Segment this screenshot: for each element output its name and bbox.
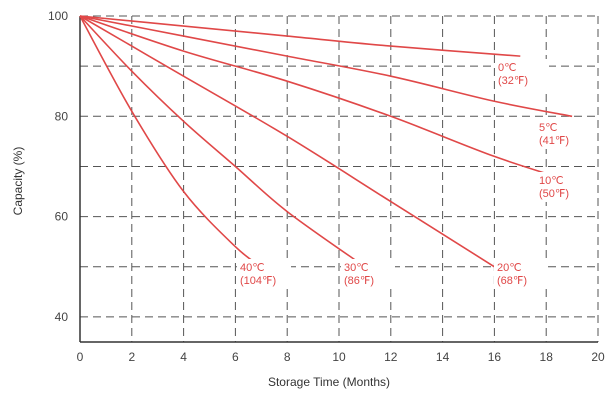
y-tick-label-60: 60 [55,210,69,224]
series-labels: 0℃(32℉) 5℃(41℉) 10℃(50℉) 20℃(68℉) 30℃(86℉) 40… [237,59,590,289]
series-label-3-line-1: (68℉) [497,275,527,287]
y-tick-label-100: 100 [48,9,68,23]
series-line-2 [79,15,573,183]
series-line-1 [79,15,573,118]
series-line-4 [79,15,366,268]
series-label-0-line-0: 0℃ [498,62,516,74]
series-label-bg-5 [237,259,291,289]
series-label-0-line-1: (32℉) [498,75,528,87]
y-tick-label-80: 80 [55,109,69,123]
x-tick-label-6: 6 [232,350,239,364]
series [79,15,573,268]
series-label-1-line-0: 5℃ [539,122,557,134]
series-label-bg-2 [536,172,590,202]
series-label-3-line-0: 20℃ [497,262,522,274]
series-line-3 [79,15,495,268]
series-label-5-line-0: 40℃ [240,262,265,274]
series-label-bg-4 [341,259,395,289]
series-label-1-line-1: (41℉) [539,135,569,147]
series-line-5 [79,15,262,268]
series-label-5-line-1: (104℉) [240,275,276,287]
series-label-4-line-1: (86℉) [344,275,374,287]
series-label-bg-0 [495,59,549,89]
x-tick-label-2: 2 [128,350,135,364]
x-tick-label-4: 4 [180,350,187,364]
x-tick-label-18: 18 [540,350,554,364]
series-label-2-line-1: (50℉) [539,188,569,200]
axes: 0 2 4 6 8 10 12 14 16 18 20 40 60 80 100 [48,9,605,364]
series-label-4-line-0: 30℃ [344,262,369,274]
x-tick-label-12: 12 [384,350,398,364]
y-axis-title: Capacity (%) [11,147,25,216]
series-line-0 [79,15,521,57]
series-label-2-line-0: 10℃ [539,175,564,187]
series-label-bg-3 [494,259,548,289]
x-tick-label-8: 8 [284,350,291,364]
x-axis-title: Storage Time (Months) [268,375,390,389]
x-tick-label-0: 0 [77,350,84,364]
x-tick-label-14: 14 [436,350,450,364]
y-tick-label-40: 40 [55,310,69,324]
x-tick-label-10: 10 [332,350,346,364]
x-tick-label-16: 16 [488,350,502,364]
series-label-bg-1 [536,119,590,149]
x-tick-label-20: 20 [591,350,605,364]
